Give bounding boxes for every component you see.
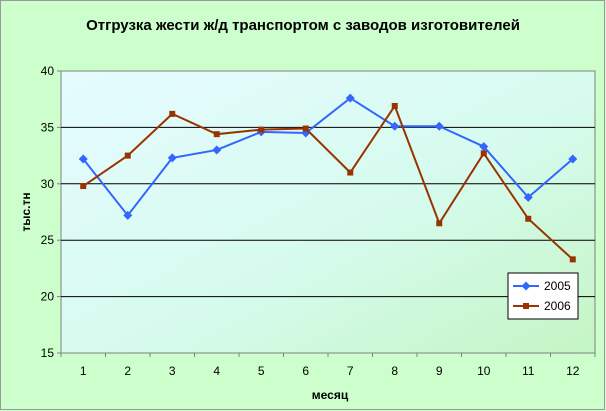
gridlines (61, 126, 595, 298)
data-point (78, 154, 88, 164)
y-tick-label: 20 (41, 290, 55, 304)
x-tick-label: 11 (522, 364, 535, 378)
x-tick-label: 7 (347, 364, 354, 378)
y-tick-label: 30 (41, 177, 55, 191)
x-tick-label: 4 (213, 364, 220, 378)
data-point (479, 142, 489, 152)
x-tick-label: 3 (169, 364, 176, 378)
plot-area (60, 70, 596, 354)
data-point (167, 153, 177, 163)
x-tick-label: 12 (566, 364, 580, 378)
y-axis-ticks: 15 20 25 30 35 40 (41, 64, 61, 360)
legend: 2005 2006 (507, 272, 579, 320)
legend-marker (523, 303, 529, 309)
data-point (569, 256, 576, 263)
data-point (169, 110, 176, 117)
series-layer (78, 93, 578, 263)
chart-title: Отгрузка жести ж/д транспортом с заводов… (86, 17, 520, 34)
series-line-2006 (82, 103, 574, 261)
x-tick-label: 10 (477, 364, 491, 378)
data-point (212, 145, 222, 155)
data-point (390, 121, 400, 131)
x-tick-label: 8 (391, 364, 398, 378)
data-point (124, 152, 131, 159)
x-tick-label: 6 (302, 364, 309, 378)
x-tick-label: 5 (258, 364, 265, 378)
data-point (302, 125, 309, 132)
data-point (391, 102, 398, 109)
data-point (213, 131, 220, 138)
data-point (347, 169, 354, 176)
legend-box (507, 272, 579, 320)
y-tick-label: 40 (41, 64, 55, 78)
legend-item-2005: 2005 (513, 279, 571, 293)
legend-marker (521, 281, 531, 291)
series-2006 (80, 102, 576, 263)
data-point (523, 192, 533, 202)
x-tick-label: 2 (124, 364, 131, 378)
y-tick-label: 15 (41, 346, 55, 360)
series-line-2005 (82, 96, 574, 218)
legend-label: 2006 (544, 299, 571, 313)
data-point (258, 126, 265, 133)
data-point (568, 154, 578, 164)
x-axis-ticks: 1 2 3 4 5 6 7 8 9 10 11 12 (60, 353, 596, 378)
x-axis-label: месяц (312, 388, 349, 402)
x-tick-label: 9 (436, 364, 443, 378)
y-tick-label: 25 (41, 233, 55, 247)
data-point (345, 93, 355, 103)
y-tick-label: 35 (41, 120, 55, 134)
x-tick-label: 1 (80, 364, 87, 378)
data-point (480, 150, 487, 157)
data-point (434, 121, 444, 131)
legend-label: 2005 (544, 279, 571, 293)
data-point (436, 220, 443, 227)
legend-item-2006: 2006 (513, 299, 571, 313)
y-axis-label: тыс.тн (19, 192, 33, 231)
data-point (525, 215, 532, 222)
data-point (80, 183, 87, 190)
data-point (123, 210, 133, 220)
series-2005 (78, 93, 578, 220)
